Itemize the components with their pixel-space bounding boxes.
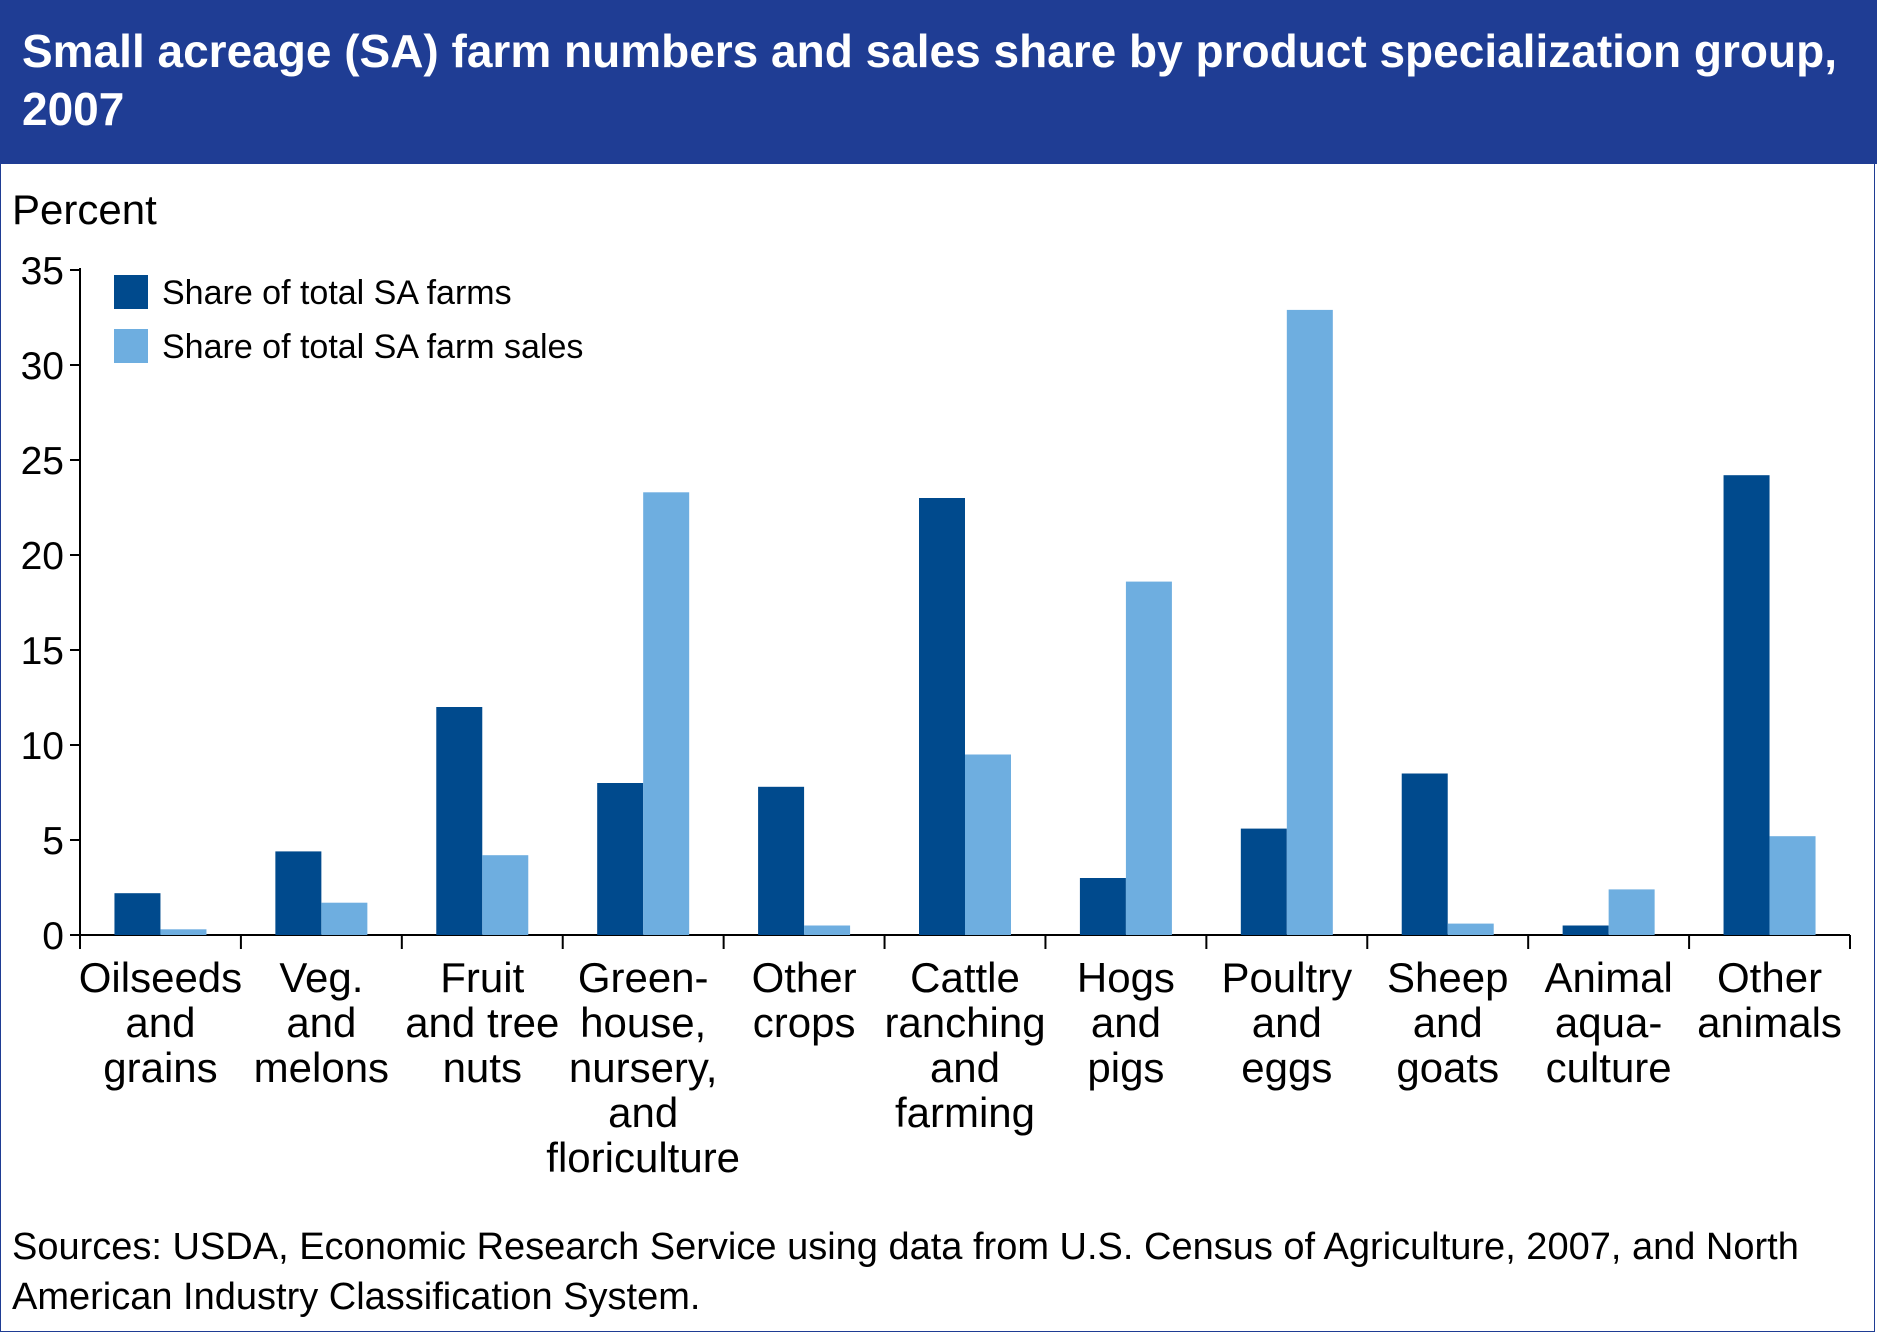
bar-share-sales xyxy=(1286,309,1333,935)
bar-share-farms xyxy=(1562,925,1609,935)
y-tick-label: 10 xyxy=(21,725,64,768)
bar-share-farms xyxy=(1079,878,1126,935)
bar-share-farms xyxy=(436,707,483,935)
bar-share-sales xyxy=(482,855,529,935)
category-label: Green-house, nursery, and floriculture xyxy=(546,954,740,1181)
bar-share-sales xyxy=(321,902,368,935)
category-label: Hogs and pigs xyxy=(1077,954,1175,1091)
legend-swatch xyxy=(114,329,148,363)
bar-share-farms xyxy=(758,786,805,935)
y-tick-label: 15 xyxy=(21,630,64,673)
bar-share-sales xyxy=(1769,836,1816,935)
bar-share-sales xyxy=(1608,889,1655,935)
y-tick-label: 5 xyxy=(42,820,64,863)
category-label: Cattle ranching and farming xyxy=(884,954,1045,1136)
category-label: Veg. and melons xyxy=(254,954,389,1091)
bar-share-sales xyxy=(643,492,690,935)
bar-share-sales xyxy=(965,754,1011,935)
bar-share-farms xyxy=(919,498,965,935)
y-tick-label: 25 xyxy=(21,440,64,483)
y-tick-label: 30 xyxy=(21,345,64,388)
bars xyxy=(114,309,1816,935)
bar-share-farms xyxy=(114,893,161,935)
y-tick-label: 0 xyxy=(42,915,64,958)
legend-label: Share of total SA farms xyxy=(162,274,512,312)
bar-share-farms xyxy=(1401,773,1448,935)
bar-share-farms xyxy=(275,851,322,935)
chart-title: Small acreage (SA) farm numbers and sale… xyxy=(22,25,1837,135)
bar-share-farms xyxy=(597,783,644,935)
category-label: Poultry and eggs xyxy=(1221,954,1352,1091)
y-tick-label: 20 xyxy=(21,535,64,578)
bar-share-sales xyxy=(804,925,851,935)
y-tick-label: 35 xyxy=(21,250,64,293)
category-label: Fruit and tree nuts xyxy=(405,954,559,1091)
category-label: Other crops xyxy=(752,954,857,1046)
category-label: Animal aqua-culture xyxy=(1544,954,1672,1091)
bar-share-sales xyxy=(1125,581,1172,935)
category-label: Other animals xyxy=(1697,954,1842,1046)
legend-swatch xyxy=(114,275,148,309)
bar-share-sales xyxy=(1447,923,1494,935)
y-axis-label: Percent xyxy=(12,186,157,233)
legend: Share of total SA farms Share of total SA… xyxy=(114,274,583,366)
legend-label: Share of total SA farm sales xyxy=(162,328,583,366)
bar-share-farms xyxy=(1723,475,1770,935)
bar-share-sales xyxy=(160,929,207,935)
source-note: Sources: USDA, Economic Research Service… xyxy=(12,1226,1799,1318)
title-bar: Small acreage (SA) farm numbers and sale… xyxy=(0,0,1877,164)
category-label: Oilseeds and grains xyxy=(79,954,242,1091)
bar-share-farms xyxy=(1240,828,1287,935)
category-label: Sheep and goats xyxy=(1387,954,1508,1091)
